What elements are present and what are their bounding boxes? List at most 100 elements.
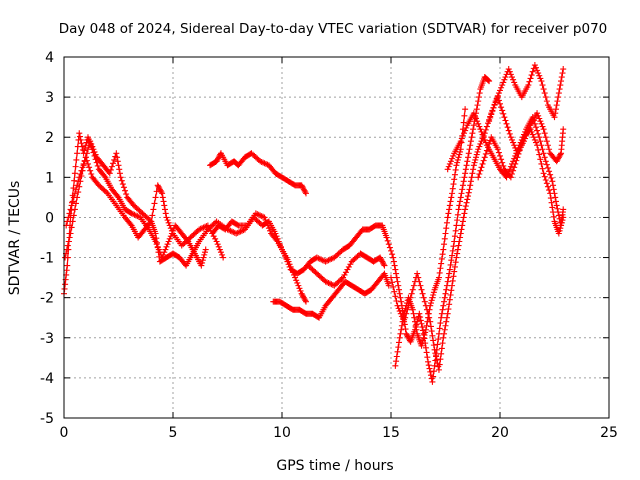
data-point <box>461 174 468 181</box>
x-tick-label: 0 <box>60 425 69 441</box>
data-point <box>518 140 525 147</box>
data-point <box>108 163 115 170</box>
series-line <box>211 212 388 275</box>
data-point <box>470 162 477 169</box>
data-point <box>506 68 513 75</box>
data-point <box>388 274 394 281</box>
data-point <box>94 162 101 169</box>
data-point <box>457 148 464 155</box>
data-point <box>72 186 79 193</box>
data-point <box>555 212 562 219</box>
data-point <box>560 66 567 73</box>
data-point <box>480 134 487 141</box>
data-point <box>439 340 446 347</box>
data-point <box>446 202 453 209</box>
data-point <box>450 152 457 159</box>
data-point <box>67 230 74 237</box>
data-point <box>424 354 431 361</box>
data-point <box>543 138 550 145</box>
data-point <box>69 218 76 225</box>
data-point <box>450 243 457 250</box>
data-point <box>446 270 453 277</box>
data-point <box>426 314 433 321</box>
data-point <box>559 70 566 77</box>
data-point <box>199 257 206 264</box>
data-point <box>453 254 460 261</box>
data-point <box>398 298 405 305</box>
data-point <box>402 314 409 321</box>
data-point <box>119 181 126 188</box>
data-point <box>531 120 538 127</box>
data-point <box>546 187 553 194</box>
data-point <box>448 194 455 201</box>
data-point <box>475 98 482 105</box>
data-point <box>539 82 546 89</box>
data-point <box>438 345 445 352</box>
data-point <box>536 72 543 79</box>
data-point <box>435 366 442 373</box>
data-point <box>62 254 69 261</box>
x-axis-label: GPS time / hours <box>276 458 393 474</box>
data-point <box>421 332 428 339</box>
data-point <box>422 326 429 333</box>
data-point <box>534 142 541 149</box>
data-point <box>511 142 518 149</box>
x-tick-label: 15 <box>382 425 400 441</box>
data-layer <box>61 62 567 385</box>
data-point <box>167 225 174 232</box>
data-point <box>560 206 567 213</box>
data-point <box>90 146 97 153</box>
data-point <box>476 90 483 97</box>
data-point <box>283 255 290 262</box>
data-point <box>92 151 99 158</box>
data-point <box>89 143 96 150</box>
data-point <box>514 154 521 161</box>
data-point <box>473 151 480 158</box>
x-tick-label: 20 <box>491 425 509 441</box>
data-point <box>286 263 293 270</box>
data-point <box>451 238 458 245</box>
data-point <box>410 310 417 317</box>
data-point <box>162 210 169 217</box>
data-point <box>396 290 403 297</box>
data-point <box>451 263 458 270</box>
data-point <box>489 108 496 115</box>
data-point <box>427 323 434 330</box>
data-point <box>537 75 544 82</box>
data-point <box>548 199 555 206</box>
data-point <box>427 318 434 325</box>
data-point <box>158 189 165 196</box>
data-point <box>450 273 457 280</box>
data-point <box>409 306 416 313</box>
data-point <box>164 241 171 248</box>
data-point <box>281 250 288 257</box>
data-point <box>419 324 426 331</box>
data-point <box>101 172 108 179</box>
data-point <box>111 156 118 163</box>
data-point <box>417 314 424 321</box>
data-point <box>422 344 429 351</box>
data-point <box>497 100 503 107</box>
data-point <box>552 194 559 201</box>
data-point <box>501 114 508 121</box>
data-point <box>506 166 513 173</box>
data-point <box>473 154 480 161</box>
data-point <box>543 161 550 168</box>
data-point <box>117 174 124 181</box>
data-point <box>532 124 539 131</box>
data-point <box>159 190 166 197</box>
data-point <box>78 167 85 174</box>
data-point <box>386 244 393 251</box>
data-point <box>165 238 172 245</box>
data-point <box>467 142 474 149</box>
data-point <box>439 251 446 258</box>
data-point <box>395 286 402 293</box>
data-point <box>395 282 402 289</box>
data-point <box>198 262 205 269</box>
data-point <box>556 227 563 234</box>
data-point <box>118 177 125 184</box>
data-point <box>475 94 482 101</box>
data-point <box>412 322 419 329</box>
data-point <box>107 166 114 173</box>
data-point <box>542 177 549 184</box>
